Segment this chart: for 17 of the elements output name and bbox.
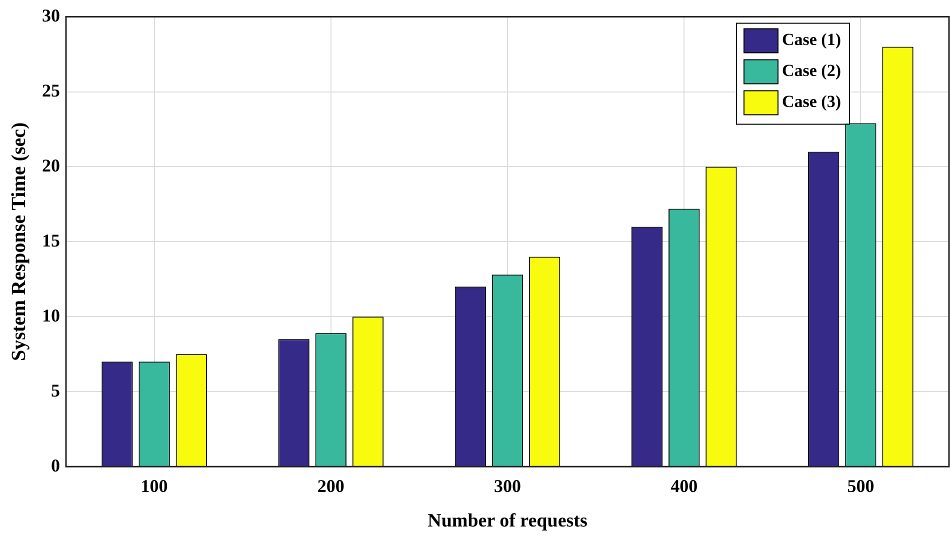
y-axis-title: System Response Time (sec) [8, 122, 30, 362]
x-tick-label: 300 [494, 476, 521, 496]
legend-label: Case (3) [782, 92, 842, 112]
y-tick-label: 30 [42, 5, 60, 26]
legend-label: Case (1) [782, 30, 842, 50]
y-tick-label: 5 [51, 380, 60, 400]
x-tick-label: 100 [140, 476, 168, 496]
legend-label: Case (2) [782, 61, 842, 80]
y-tick-label: 25 [42, 80, 60, 100]
y-tick-label: 15 [42, 230, 60, 250]
y-tick-label: 20 [42, 155, 60, 176]
x-tick-label: 400 [670, 476, 698, 496]
x-tick-label: 200 [317, 476, 344, 496]
x-axis-title: Number of requests [428, 510, 588, 532]
x-tick-label: 500 [847, 476, 874, 496]
y-tick-label: 10 [42, 305, 60, 326]
y-tick-label: 0 [51, 455, 60, 476]
